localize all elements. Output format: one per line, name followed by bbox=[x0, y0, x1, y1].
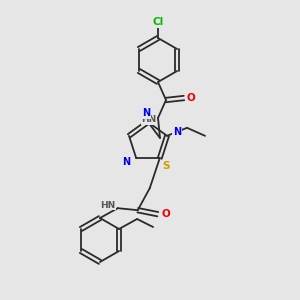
Text: Cl: Cl bbox=[152, 17, 164, 27]
Text: S: S bbox=[162, 161, 169, 171]
Text: HN: HN bbox=[100, 201, 116, 210]
Text: HN: HN bbox=[141, 116, 157, 124]
Text: O: O bbox=[161, 209, 170, 219]
Text: O: O bbox=[187, 93, 195, 103]
Text: N: N bbox=[142, 108, 150, 118]
Text: N: N bbox=[122, 157, 130, 167]
Text: N: N bbox=[173, 127, 181, 137]
